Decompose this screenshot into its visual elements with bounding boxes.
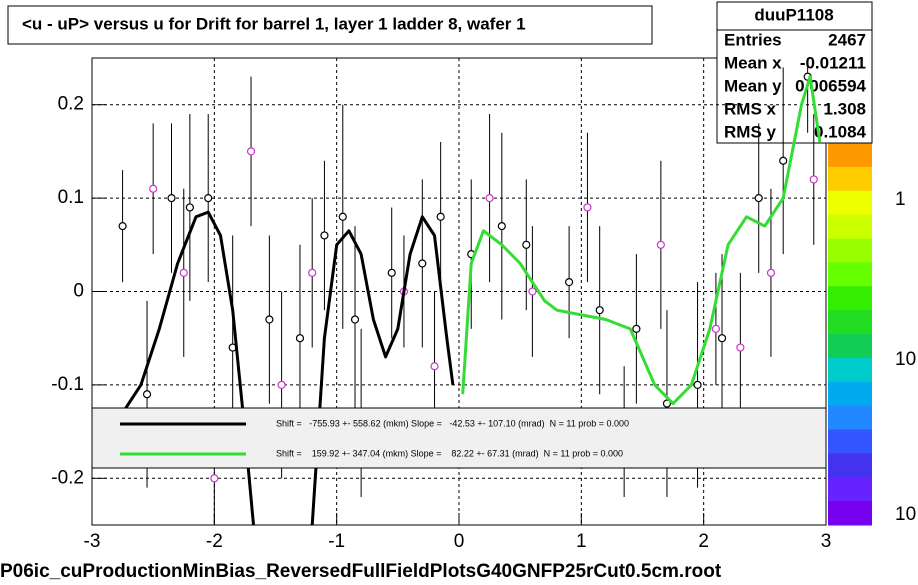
palette-cell [828,262,872,287]
point [632,324,641,333]
legend-box [91,407,827,469]
stats-label: Mean x [724,53,782,72]
stats-label: Mean y [724,76,782,95]
y-tick-label: 0.2 [58,94,84,115]
point [736,343,745,352]
point [210,474,219,483]
stats-label: RMS y [724,122,777,141]
palette-cell [828,190,872,216]
palette-cell [828,214,872,239]
point [595,306,604,315]
point [387,268,396,277]
stats-value: 1.308 [823,99,866,118]
x-tick-label: 3 [821,531,832,552]
y-tick-label: -0.1 [51,374,84,395]
point [693,380,702,389]
point [179,268,188,277]
point [766,268,776,277]
point [204,194,213,203]
stats-value: 2467 [828,30,866,49]
x-tick-label: -2 [206,531,223,552]
fit-curve [461,75,822,406]
palette-cell [828,286,872,311]
palette-cell [828,501,872,526]
x-tick-label: 2 [698,531,709,552]
point [754,194,763,203]
color-scale [828,143,872,526]
point [295,334,305,343]
point [528,287,537,296]
palette-cell [828,238,872,263]
point [583,203,592,212]
x-tick-label: -3 [84,531,101,552]
y-tick-label: 0 [73,281,84,302]
point [418,259,427,268]
fit-curve [121,210,455,526]
point [779,156,788,165]
point [711,324,721,333]
point [265,315,274,324]
palette-cell [828,477,872,502]
color-scale-label: 1 [895,189,906,210]
chart-title: <u - uP> versus u for Drift for barrel 1… [22,14,526,33]
palette-cell [828,405,872,430]
palette-cell [828,310,872,335]
palette-cell [828,166,872,192]
x-tick-label: -1 [328,531,345,552]
point [436,212,445,221]
point [350,315,360,324]
point [809,175,818,184]
legend-label: Shift = 159.92 +- 347.04 (mkm) Slope = 8… [276,448,623,458]
footer: P06ic_cuProductionMinBias_ReversedFullFi… [0,561,722,582]
point [497,222,506,231]
y-tick-label: 0.1 [58,187,84,208]
x-tick-label: 0 [454,531,465,552]
point [430,362,439,371]
point [564,278,574,287]
point [338,212,347,221]
point [149,184,158,193]
palette-cell [828,429,872,454]
color-scale-label: 10 [895,349,916,370]
legend-label: Shift = -755.93 +- 558.62 (mkm) Slope = … [276,418,629,428]
stats-label: Entries [724,30,782,49]
point [167,194,176,203]
point [485,194,494,203]
y-tick-label: -0.2 [51,467,84,488]
palette-cell [828,453,872,478]
point [522,240,531,249]
palette-cell [828,143,872,168]
stats-value: -0.01211 [800,53,866,72]
point [246,147,256,156]
stats-label: RMS x [724,99,777,118]
point [662,399,672,408]
palette-cell [828,357,872,383]
x-tick-label: 1 [576,531,587,552]
point [118,222,127,231]
title-box [7,5,653,45]
point [277,380,286,389]
point [656,240,665,249]
stats-value: 0.1084 [814,122,867,141]
palette-cell [828,334,872,359]
palette-cell [828,381,872,407]
point [308,268,317,277]
point [185,203,194,212]
stats-title: duuP1108 [754,5,833,24]
color-scale-label: 10 [895,504,916,525]
stats-box [716,1,873,144]
point [320,231,329,240]
point [717,334,727,343]
point [142,390,152,399]
